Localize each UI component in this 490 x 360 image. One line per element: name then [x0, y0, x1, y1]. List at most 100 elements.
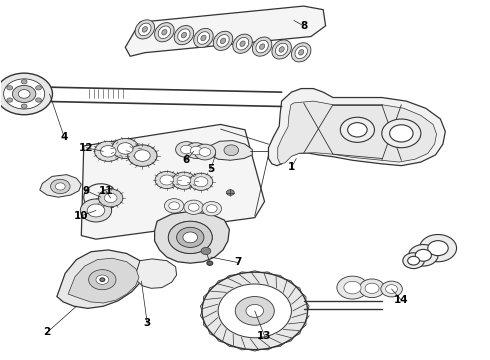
Ellipse shape: [256, 40, 269, 53]
Text: 12: 12: [79, 143, 94, 153]
Circle shape: [202, 272, 308, 350]
Circle shape: [7, 98, 13, 102]
Circle shape: [7, 86, 13, 90]
Polygon shape: [81, 125, 265, 239]
Ellipse shape: [197, 32, 210, 44]
Circle shape: [177, 176, 191, 186]
Text: 3: 3: [144, 319, 151, 328]
Circle shape: [386, 285, 397, 293]
Polygon shape: [40, 175, 81, 197]
Circle shape: [344, 281, 361, 294]
Ellipse shape: [162, 30, 167, 35]
Circle shape: [98, 189, 123, 207]
Text: 8: 8: [300, 21, 307, 31]
Circle shape: [340, 117, 374, 142]
Ellipse shape: [240, 41, 245, 46]
Text: 5: 5: [207, 164, 215, 174]
Ellipse shape: [260, 44, 265, 49]
Circle shape: [428, 240, 448, 256]
Circle shape: [176, 227, 204, 247]
Circle shape: [118, 143, 133, 154]
Text: 14: 14: [394, 295, 409, 305]
Text: 4: 4: [61, 132, 68, 142]
Circle shape: [403, 253, 424, 269]
Circle shape: [224, 145, 239, 156]
Circle shape: [135, 150, 150, 161]
Circle shape: [96, 275, 109, 284]
Text: 1: 1: [288, 162, 295, 172]
Circle shape: [36, 98, 42, 102]
Polygon shape: [210, 140, 252, 160]
Ellipse shape: [298, 50, 304, 55]
Polygon shape: [137, 259, 176, 288]
Circle shape: [218, 284, 292, 338]
Circle shape: [409, 244, 438, 266]
Ellipse shape: [272, 40, 292, 59]
Circle shape: [188, 203, 199, 211]
Circle shape: [246, 305, 264, 318]
Circle shape: [408, 256, 419, 265]
Circle shape: [419, 234, 457, 262]
Ellipse shape: [201, 35, 206, 41]
Ellipse shape: [279, 47, 284, 52]
Circle shape: [80, 199, 112, 222]
Polygon shape: [57, 250, 145, 309]
Circle shape: [36, 86, 42, 90]
Ellipse shape: [236, 37, 249, 50]
Circle shape: [155, 171, 178, 189]
Circle shape: [185, 143, 207, 158]
Ellipse shape: [135, 20, 154, 39]
Ellipse shape: [155, 23, 174, 42]
Circle shape: [112, 138, 139, 158]
Circle shape: [201, 247, 211, 255]
Text: 2: 2: [44, 327, 51, 337]
Circle shape: [104, 193, 117, 203]
Circle shape: [381, 281, 402, 297]
Text: 9: 9: [83, 186, 90, 196]
Ellipse shape: [252, 37, 272, 56]
Circle shape: [382, 119, 421, 148]
Circle shape: [189, 173, 213, 190]
Circle shape: [206, 205, 217, 213]
Polygon shape: [68, 258, 139, 303]
Ellipse shape: [213, 31, 233, 50]
Circle shape: [172, 172, 196, 189]
Circle shape: [18, 90, 30, 98]
Circle shape: [226, 190, 234, 195]
Circle shape: [337, 276, 368, 299]
Circle shape: [190, 146, 202, 155]
Circle shape: [175, 141, 197, 157]
Circle shape: [202, 202, 221, 216]
Circle shape: [184, 200, 203, 215]
Ellipse shape: [217, 35, 229, 47]
Circle shape: [235, 297, 274, 325]
Circle shape: [128, 145, 157, 166]
Circle shape: [180, 145, 192, 154]
Circle shape: [160, 175, 173, 185]
Circle shape: [3, 79, 45, 109]
Circle shape: [100, 278, 105, 282]
Ellipse shape: [233, 34, 252, 53]
Circle shape: [183, 232, 197, 243]
Circle shape: [12, 85, 36, 103]
Ellipse shape: [142, 27, 147, 32]
Circle shape: [390, 125, 413, 142]
Circle shape: [95, 141, 122, 161]
Circle shape: [100, 145, 116, 157]
Text: 10: 10: [74, 211, 89, 221]
Ellipse shape: [158, 26, 171, 39]
Text: 13: 13: [257, 331, 272, 341]
Circle shape: [207, 261, 213, 265]
Circle shape: [164, 199, 184, 213]
Text: 6: 6: [183, 155, 190, 165]
Ellipse shape: [139, 23, 151, 36]
Circle shape: [199, 148, 211, 156]
Circle shape: [194, 144, 216, 160]
Polygon shape: [278, 101, 437, 164]
Circle shape: [347, 123, 367, 137]
Circle shape: [87, 204, 105, 217]
Circle shape: [55, 183, 65, 190]
Circle shape: [21, 104, 27, 108]
Ellipse shape: [295, 46, 307, 59]
Circle shape: [19, 86, 41, 102]
